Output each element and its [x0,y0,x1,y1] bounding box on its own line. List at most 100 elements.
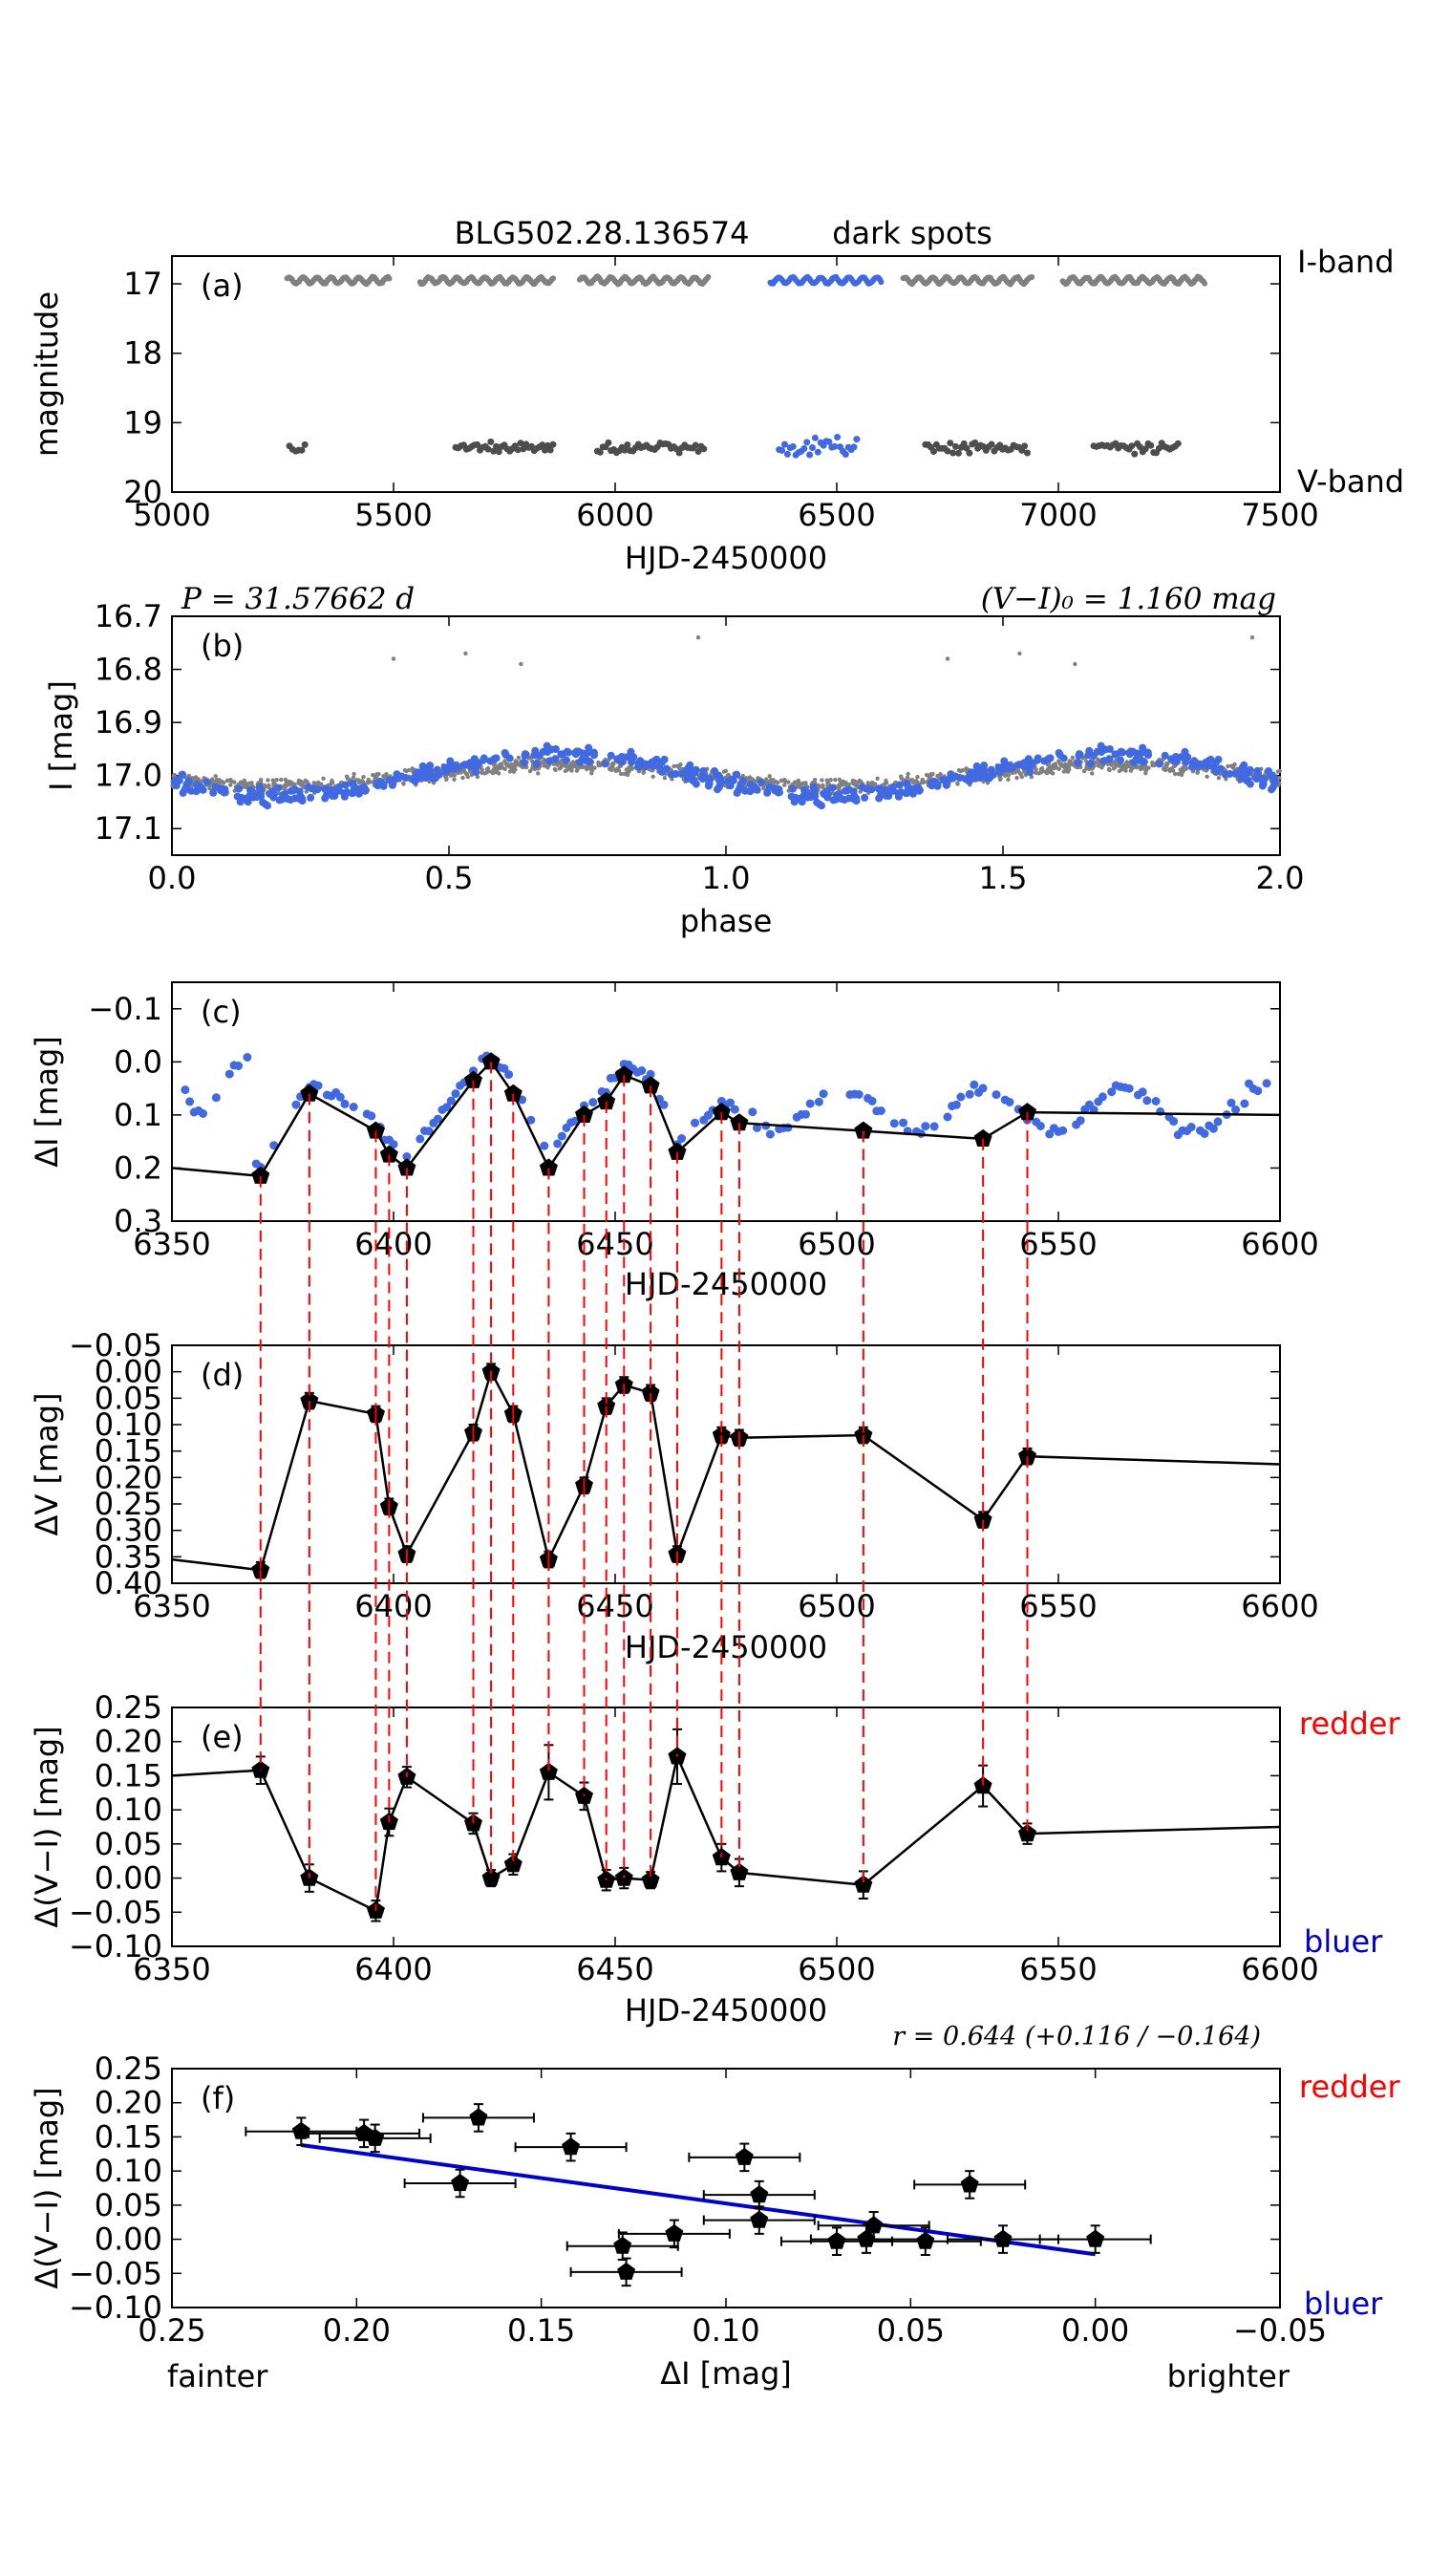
gray-point [503,762,508,766]
gray-point [837,777,842,783]
blue-point [521,750,529,759]
blue-point [1144,751,1152,760]
data-point [809,444,816,451]
gray-point [997,774,1002,780]
gray-point [816,783,821,788]
blue-point [1098,757,1107,765]
data-marker [539,1762,558,1780]
gray-point [1096,757,1100,762]
blue-point [1231,1106,1241,1114]
data-point [878,279,885,286]
gray-point [824,778,829,783]
data-point [517,440,524,447]
gray-point [365,781,370,785]
data-point [850,443,858,451]
blue-point [1208,1124,1218,1133]
blue-point [235,784,244,793]
figure-title-id: BLG502.28.136574 [455,215,750,251]
gray-point [852,779,857,784]
y-tick-label: 0.10 [95,1406,162,1443]
blue-point [1074,759,1082,767]
blue-point [627,747,635,756]
y-tick-label: 0.25 [95,1689,162,1726]
gray-point [1109,762,1114,767]
panel-c-frame [171,981,1281,1222]
bluer-label-f: bluer [1304,2286,1383,2322]
data-marker [712,1426,731,1444]
gray-point [589,771,594,776]
gray-point [1006,777,1011,782]
gray-point [381,774,386,779]
blue-point [224,1069,234,1079]
x-tick-label: 1.0 [702,860,751,896]
blue-point [1045,1129,1055,1139]
data-point [831,442,839,450]
y-tick-label: 0.15 [95,2118,162,2155]
blue-point [1186,1123,1196,1131]
y-tick-label: 0.2 [114,1149,162,1186]
data-marker [1018,1447,1036,1465]
data-marker [854,1875,873,1893]
x-tick-label: 6450 [576,1588,653,1624]
blue-point [649,761,657,769]
panel-f-axes: 0.25 0.20 0.15 0.10 0.05 0.00 −0.050.250.200.1… [29,2050,1327,2392]
blue-point [867,1096,877,1106]
gray-point [542,762,546,767]
red-dashed-connectors [259,1062,1029,1911]
blue-point [1242,775,1250,784]
blue-point [889,1119,899,1128]
gray-point [465,774,470,780]
panel-label: (e) [201,1719,244,1755]
blue-point [416,1134,425,1144]
x-axis-label: HJD-2450000 [625,1266,827,1302]
blue-point [442,1103,452,1112]
data-marker [864,2216,884,2234]
blue-point [1098,748,1106,756]
gray-point [1205,774,1209,779]
gray-point [1135,764,1141,769]
blue-point [331,792,339,800]
blue-point [956,1092,966,1102]
gray-point [677,765,682,771]
gray-point [581,764,587,769]
blue-point [367,1111,376,1121]
blue-point [341,781,350,789]
gray-point [345,774,350,779]
gray-point [468,769,473,775]
gray-point [406,768,412,773]
blue-point [470,762,479,771]
data-point [692,441,699,449]
x-tick-label: 0.20 [323,2312,391,2349]
blue-point [1128,747,1137,756]
data-point [966,449,973,457]
blue-point [198,785,206,794]
blue-point [307,793,315,802]
blue-point [658,767,667,776]
blue-point [211,783,220,791]
y-tick-label: 16.7 [95,598,162,634]
gray-point [228,779,234,784]
blue-point [921,1122,930,1131]
blue-point [672,770,680,778]
data-point [1137,443,1143,451]
color-index-label: (V−I)₀ = 1.160 mag [981,582,1276,616]
blue-point [1200,1129,1209,1138]
gray-point [274,778,279,783]
blue-point [179,788,187,797]
gray-point [1044,770,1050,776]
blue-point [1086,760,1095,768]
blue-point [1253,1086,1263,1096]
data-marker [1086,2229,1105,2247]
gray-point [919,781,924,785]
y-tick-label: 0.15 [95,1433,162,1470]
y-tick-label: 0.30 [95,1513,162,1549]
gray-point [629,766,635,771]
gray-point [1107,767,1112,773]
y-tick-label: 0.00 [95,1860,162,1897]
gray-point [482,771,487,776]
gray-point [494,769,499,775]
blue-point [1107,1087,1117,1097]
y-axis-label: ΔI [mag] [29,1036,65,1168]
x-tick-label: 6400 [354,1226,432,1262]
gray-point [533,766,538,772]
